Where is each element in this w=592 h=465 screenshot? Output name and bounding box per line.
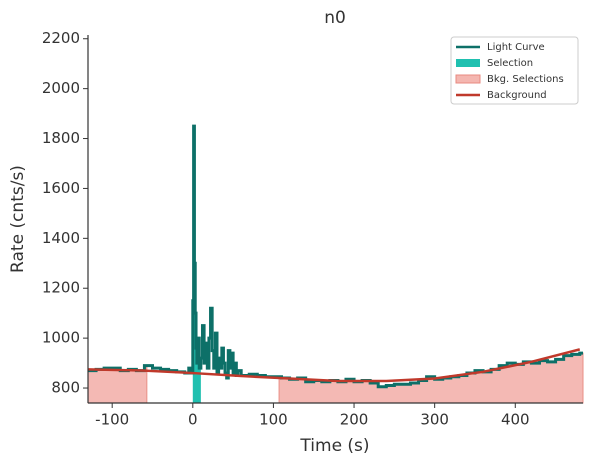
y-tick-label: 1000 — [42, 329, 80, 347]
x-tick-label: -100 — [95, 411, 129, 429]
legend-box — [450, 36, 579, 105]
y-tick-label: 1600 — [42, 179, 80, 197]
legend-swatch — [455, 74, 481, 84]
x-tick-label: 100 — [259, 411, 288, 429]
x-axis-label: Time (s) — [299, 436, 369, 456]
y-tick-label: 1400 — [42, 229, 80, 247]
x-tick-label: 200 — [340, 411, 369, 429]
y-tick-label: 1200 — [42, 279, 80, 297]
x-tick-label: 300 — [420, 411, 449, 429]
y-tick-label: 800 — [51, 379, 80, 397]
x-tick-label: 400 — [501, 411, 530, 429]
legend-swatch — [456, 59, 480, 67]
y-tick-label: 2200 — [42, 29, 80, 47]
legend-label: Light Curve — [487, 42, 545, 53]
y-tick-label: 2000 — [42, 79, 80, 97]
background-curve — [87, 348, 581, 383]
legend-label: Selection — [487, 58, 533, 69]
x-tick-label: 0 — [188, 411, 198, 429]
chart-title: n0 — [324, 8, 346, 28]
legend-label: Bkg. Selections — [487, 74, 564, 85]
legend-label: Background — [487, 90, 547, 101]
y-axis-label: Rate (cnts/s) — [8, 165, 28, 273]
y-tick-label: 1800 — [42, 129, 80, 147]
light-curve — [88, 124, 583, 389]
